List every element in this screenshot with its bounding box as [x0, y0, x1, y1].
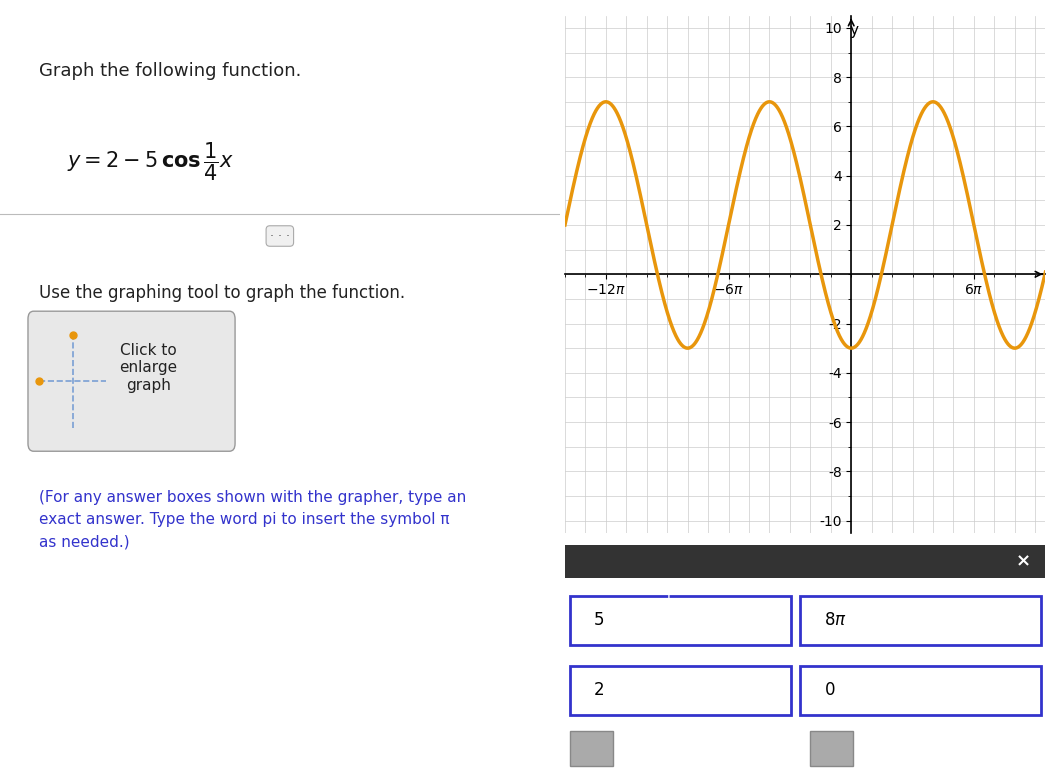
- Text: Vertical Shift: Vertical Shift: [636, 654, 724, 668]
- Text: 5: 5: [593, 612, 604, 629]
- Text: ×: ×: [1016, 552, 1031, 570]
- Text: y-axis reflection: y-axis reflection: [868, 742, 967, 755]
- Text: x-axis reflection: x-axis reflection: [627, 742, 728, 755]
- FancyBboxPatch shape: [570, 666, 791, 715]
- FancyBboxPatch shape: [570, 731, 612, 766]
- Text: Phase shift: Phase shift: [878, 654, 954, 668]
- Text: (For any answer boxes shown with the grapher, type an
exact answer. Type the wor: (For any answer boxes shown with the gra…: [39, 490, 467, 549]
- Text: 0: 0: [825, 682, 835, 699]
- FancyBboxPatch shape: [800, 666, 1040, 715]
- Text: Amplitude: Amplitude: [644, 584, 716, 598]
- Text: Click to
enlarge
graph: Click to enlarge graph: [119, 343, 177, 393]
- FancyBboxPatch shape: [800, 596, 1040, 645]
- Text: $y = 2 - 5\,\mathbf{cos}\,\dfrac{1}{4}x$: $y = 2 - 5\,\mathbf{cos}\,\dfrac{1}{4}x$: [68, 140, 234, 183]
- Text: Period: Period: [894, 584, 938, 598]
- Text: · · ·: · · ·: [270, 230, 289, 243]
- FancyBboxPatch shape: [570, 596, 791, 645]
- Text: $8\pi$: $8\pi$: [825, 612, 847, 629]
- Text: 2: 2: [593, 682, 604, 699]
- Text: Use the graphing tool to graph the function.: Use the graphing tool to graph the funct…: [39, 284, 406, 302]
- Text: y: y: [850, 23, 859, 38]
- FancyBboxPatch shape: [565, 545, 1045, 579]
- Text: Graph the following function.: Graph the following function.: [39, 62, 302, 80]
- FancyBboxPatch shape: [29, 311, 235, 451]
- FancyBboxPatch shape: [810, 731, 853, 766]
